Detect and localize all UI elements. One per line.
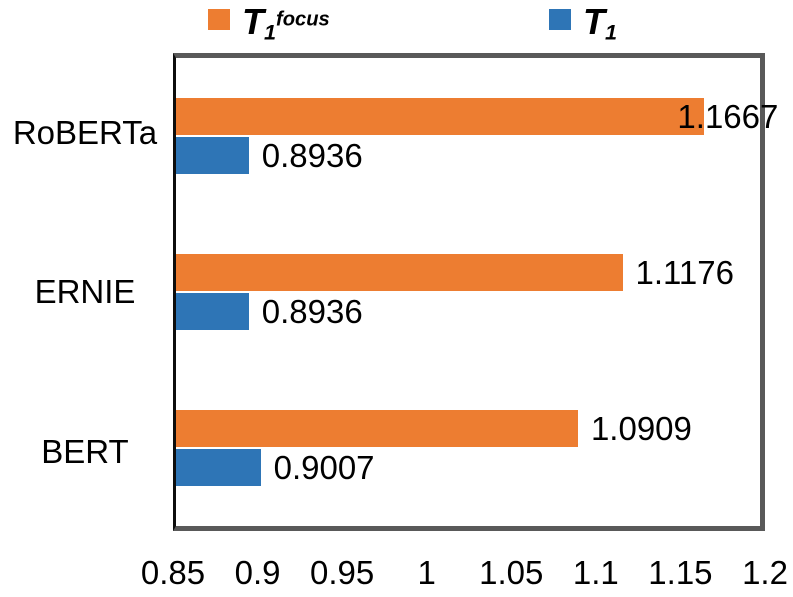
legend-label-base: T: [583, 1, 605, 42]
legend-label-t1focus: T1focus: [242, 1, 330, 45]
category-label: RoBERTa: [12, 114, 158, 152]
legend-entry-t1focus: T1focus: [208, 2, 330, 48]
bar-line: 1.1667: [176, 98, 778, 135]
x-tick-label: 0.85: [140, 554, 206, 591]
legend-swatch-t1focus: [208, 9, 230, 30]
bar-line: 1.1176: [176, 254, 760, 291]
category-axis-labels: RoBERTa ERNIE BERT: [0, 53, 170, 531]
legend-label-t1: T1: [583, 1, 618, 45]
legend-entry-t1: T1: [549, 2, 617, 48]
bar-line: 0.9007: [176, 449, 760, 486]
t1-bar: [176, 449, 261, 486]
t1focus-bar: [176, 254, 623, 291]
bar-group-roberta: 1.1667 0.8936: [176, 58, 778, 214]
data-label: 1.1176: [635, 254, 734, 291]
data-label: 1.1667: [677, 98, 779, 135]
x-axis-tick-labels: 0.85 0.9 0.95 1 1.05 1.1 1.15 1.2: [141, 550, 788, 594]
x-tick-label: 1.1: [572, 554, 619, 591]
bar-line: 0.8936: [176, 137, 760, 174]
category-label: ERNIE: [34, 273, 136, 311]
bar-group-bert: 1.0909 0.9007: [176, 370, 760, 526]
data-label: 0.9007: [273, 449, 375, 486]
data-label: 0.8936: [261, 137, 363, 174]
t1focus-bar: [176, 98, 705, 135]
plot-area: 1.1667 0.8936 1.1176 0.8936 1.0909 0.9007: [173, 53, 778, 531]
x-tick-label: 1: [417, 554, 436, 591]
x-tick-label: 1.15: [648, 554, 713, 591]
t1-bar: [176, 293, 249, 330]
category-label: BERT: [41, 432, 129, 470]
bar-group-ernie: 1.1176 0.8936: [176, 214, 760, 370]
data-label: 1.0909: [590, 410, 692, 447]
x-tick-label: 0.9: [234, 554, 281, 591]
x-tick-label: 1.2: [742, 554, 788, 591]
legend-label-subscript: 1: [264, 19, 277, 45]
bar-line: 0.8936: [176, 293, 760, 330]
x-tick-label: 0.95: [310, 554, 375, 591]
t1focus-bar: [176, 410, 578, 447]
legend-label-base: T: [242, 1, 264, 42]
bar-line: 1.0909: [176, 410, 760, 447]
x-tick-label: 1.05: [479, 554, 544, 591]
data-label: 0.8936: [261, 293, 363, 330]
legend-swatch-t1: [549, 9, 571, 30]
legend-label-superscript: focus: [276, 8, 330, 31]
t1-bar: [176, 137, 249, 174]
legend-label-subscript: 1: [605, 19, 618, 45]
